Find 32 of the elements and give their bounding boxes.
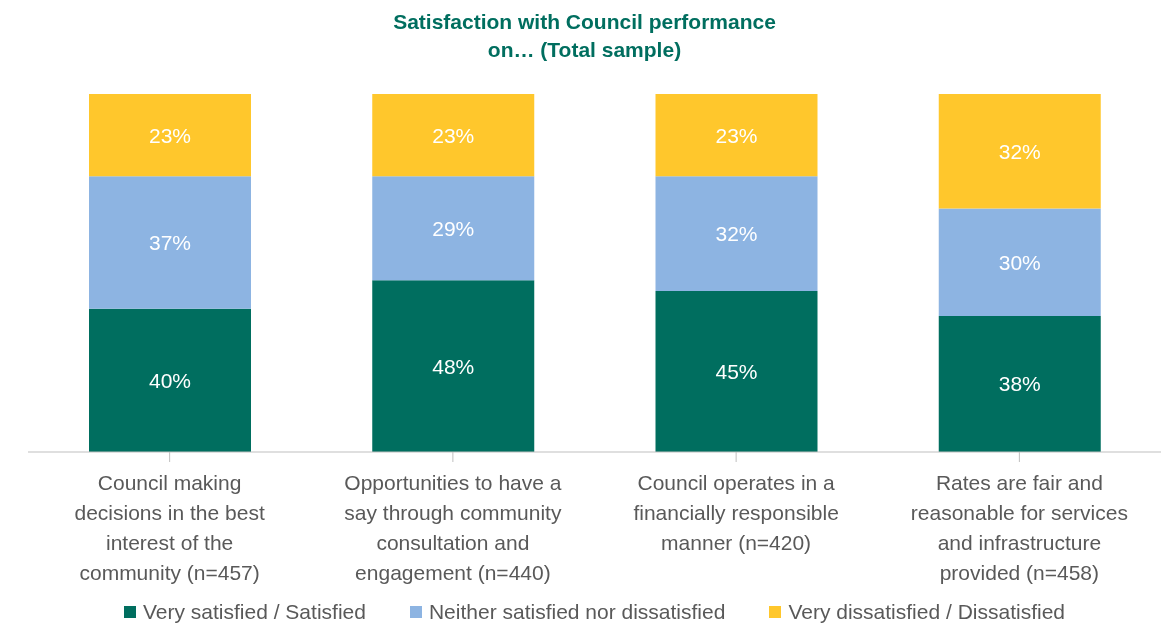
data-label: 30% bbox=[998, 250, 1041, 274]
bar bbox=[89, 94, 251, 177]
legend-label: Very satisfied / Satisfied bbox=[141, 600, 366, 624]
bar bbox=[372, 176, 535, 281]
bar bbox=[655, 176, 818, 291]
legend-label: Neither satisfied nor dissatisfied bbox=[427, 600, 726, 624]
chart-title: Satisfaction with Council performance on… (Total sample) bbox=[392, 9, 777, 63]
bar bbox=[655, 290, 818, 452]
legend-label: Very dissatisfied / Dissatisfied bbox=[787, 600, 1066, 624]
data-label: 48% bbox=[432, 354, 475, 378]
x-tick-label: Council operates in a financially responsible manner (n=420) bbox=[633, 471, 839, 554]
x-tick-label: Council making decisions in the best interest of the community (n=457) bbox=[74, 471, 265, 584]
data-label: 29% bbox=[432, 216, 475, 240]
x-tick-label: Opportunities to have a say through community consultation and engagement (n=440) bbox=[344, 471, 562, 584]
data-label: 23% bbox=[148, 123, 192, 147]
bar bbox=[89, 176, 251, 309]
bar bbox=[89, 308, 251, 452]
data-label: 45% bbox=[715, 359, 758, 383]
data-label: 23% bbox=[715, 123, 758, 147]
bar bbox=[655, 94, 818, 177]
data-label: 32% bbox=[715, 222, 758, 246]
bar bbox=[372, 94, 535, 177]
data-label: 40% bbox=[148, 368, 192, 392]
x-tick-label: Rates are fair and reasonable for services and infrastructure provided (n=458) bbox=[910, 471, 1128, 584]
bar bbox=[938, 208, 1101, 316]
bar bbox=[938, 315, 1101, 452]
data-label: 37% bbox=[148, 231, 192, 255]
bar bbox=[372, 280, 535, 452]
data-label: 32% bbox=[998, 139, 1041, 163]
bar bbox=[938, 94, 1101, 209]
data-label: 23% bbox=[432, 123, 475, 147]
data-label: 38% bbox=[998, 372, 1041, 396]
